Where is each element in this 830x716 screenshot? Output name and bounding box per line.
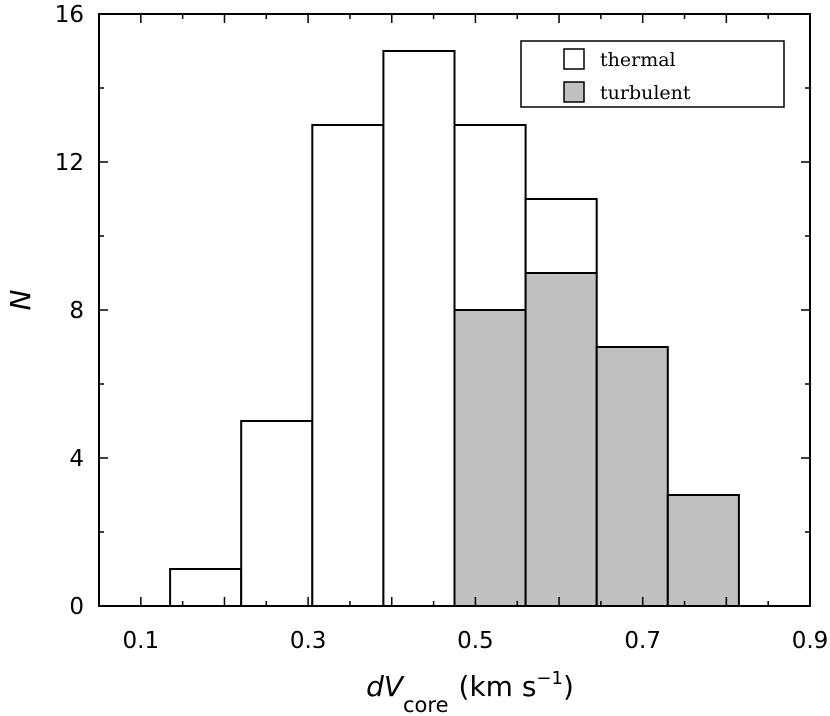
y-tick-label: 0: [69, 594, 84, 620]
x-axis-title-units-close: ): [563, 670, 574, 703]
x-tick-label: 0.1: [123, 628, 160, 654]
x-tick-label: 0.3: [290, 628, 327, 654]
y-tick-label: 4: [69, 446, 84, 472]
bar-thermal-1: [240, 420, 314, 607]
bar-thermal-3: [382, 50, 456, 607]
bar-turbulent-6: [595, 346, 669, 607]
y-tick-label: 16: [55, 2, 84, 28]
tick-labels-layer: 0.1 0.3 0.5 0.7 0.9 0 4 8 12 16: [55, 2, 829, 654]
x-tick-label: 0.9: [792, 628, 829, 654]
bar-turbulent-4: [453, 309, 527, 607]
x-axis-title-units-exp: −1: [536, 668, 563, 689]
x-tick-label: 0.5: [457, 628, 494, 654]
plot-frame: [98, 13, 811, 607]
bar-turbulent-7: [666, 494, 740, 607]
y-tick-label: 12: [55, 150, 84, 176]
legend-swatch-thermal: [563, 48, 585, 70]
bar-thermal-4: [453, 124, 527, 311]
legend-label-turbulent: turbulent: [600, 82, 691, 104]
bar-thermal-2: [311, 124, 385, 607]
legend-label-thermal: thermal: [600, 49, 676, 71]
x-axis-title-main: dV: [366, 670, 405, 703]
x-axis-title: dVcore (km s−1): [366, 668, 574, 716]
x-tick-label: 0.7: [624, 628, 661, 654]
y-tick-label: 8: [69, 298, 84, 324]
x-axis-title-sub: core: [403, 693, 449, 716]
x-axis-title-units: (km s: [459, 670, 537, 703]
bar-thermal-5: [524, 198, 598, 274]
bar-turbulent-5: [524, 272, 598, 607]
y-axis-title: N: [4, 289, 37, 310]
legend-swatch-turbulent: [563, 81, 585, 103]
bar-thermal-0: [169, 568, 243, 607]
legend: thermal turbulent: [520, 40, 785, 108]
bars-layer: [169, 50, 740, 607]
